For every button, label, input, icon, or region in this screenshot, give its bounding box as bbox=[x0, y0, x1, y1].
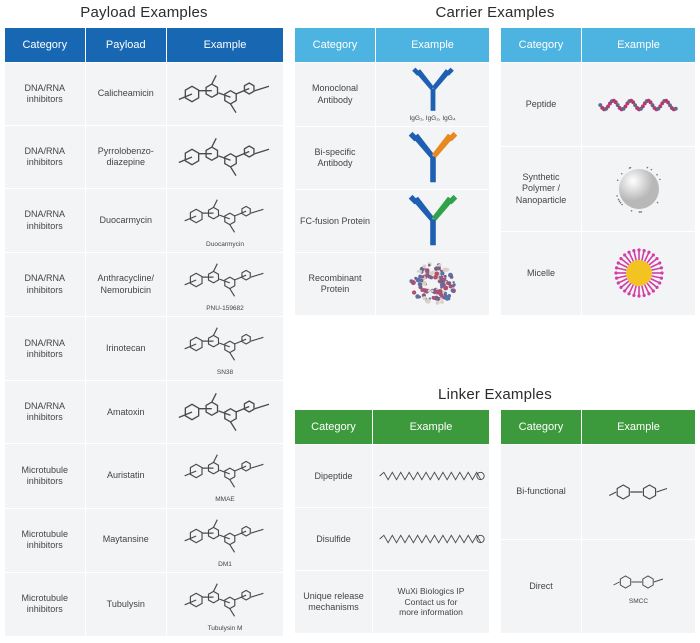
row-category: Recombinant Protein bbox=[295, 253, 375, 315]
table-row: DirectSMCC bbox=[501, 540, 695, 634]
linker-section: Linker Examples Category Example Dipepti… bbox=[294, 386, 696, 634]
payload-category: Microtubule inhibitors bbox=[5, 444, 85, 507]
row-category: Peptide bbox=[501, 63, 581, 146]
row-category: Bi-functional bbox=[501, 445, 581, 539]
table-row: DNA/RNA inhibitorsIrinotecanSN38 bbox=[5, 317, 283, 380]
row-example: IgG₁, IgG₂, IgG₄ bbox=[376, 63, 489, 126]
carrier-r-header-category: Category bbox=[501, 28, 581, 62]
row-example bbox=[373, 445, 489, 507]
carrier-r-header-example: Example bbox=[582, 28, 695, 62]
linker-title: Linker Examples bbox=[294, 386, 696, 403]
payload-category: DNA/RNA inhibitors bbox=[5, 253, 85, 316]
row-example bbox=[373, 508, 489, 570]
row-example bbox=[376, 253, 489, 315]
linker-l-header-example: Example bbox=[373, 410, 489, 444]
row-example bbox=[582, 63, 695, 146]
table-row: DNA/RNA inhibitorsAnthracycline/ Nemorub… bbox=[5, 253, 283, 316]
row-category: Monoclonal Antibody bbox=[295, 63, 375, 126]
row-category: Disulfide bbox=[295, 508, 372, 570]
table-row: DNA/RNA inhibitorsPyrrolobenzo-diazepine bbox=[5, 126, 283, 188]
table-row: Dipeptide bbox=[295, 445, 489, 507]
payload-name: Irinotecan bbox=[86, 317, 166, 380]
payload-name: Calicheamicin bbox=[86, 63, 166, 125]
payload-category: DNA/RNA inhibitors bbox=[5, 189, 85, 252]
payload-table: Category Payload Example DNA/RNA inhibit… bbox=[4, 27, 284, 637]
payload-name: Pyrrolobenzo-diazepine bbox=[86, 126, 166, 188]
table-row: Monoclonal AntibodyIgG₁, IgG₂, IgG₄ bbox=[295, 63, 489, 126]
row-example bbox=[376, 127, 489, 189]
linker-l-header-category: Category bbox=[295, 410, 372, 444]
payload-category: Microtubule inhibitors bbox=[5, 573, 85, 636]
payload-example: Tubulysin M bbox=[167, 573, 283, 636]
payload-header-payload: Payload bbox=[86, 28, 166, 62]
table-row: DNA/RNA inhibitorsDuocarmycinDuocarmycin bbox=[5, 189, 283, 252]
row-category: Bi-specific Antibody bbox=[295, 127, 375, 189]
payload-section: Payload Examples Category Payload Exampl… bbox=[4, 4, 284, 637]
table-row: Micelle bbox=[501, 232, 695, 315]
row-example bbox=[582, 232, 695, 315]
row-category: Direct bbox=[501, 540, 581, 634]
payload-example bbox=[167, 381, 283, 443]
payload-name: Tubulysin bbox=[86, 573, 166, 636]
table-row: Microtubule inhibitorsMaytansineDM1 bbox=[5, 509, 283, 572]
table-row: FC-fusion Protein bbox=[295, 190, 489, 252]
row-example: SMCC bbox=[582, 540, 695, 634]
table-row: Microtubule inhibitorsTubulysinTubulysin… bbox=[5, 573, 283, 636]
payload-category: DNA/RNA inhibitors bbox=[5, 126, 85, 188]
payload-example bbox=[167, 63, 283, 125]
carrier-section: Carrier Examples Category Example Monocl… bbox=[294, 4, 696, 316]
row-category: Synthetic Polymer / Nanoparticle bbox=[501, 147, 581, 230]
row-category: Dipeptide bbox=[295, 445, 372, 507]
linker-table-right: Category Example Bi-functionalDirectSMCC bbox=[500, 409, 696, 634]
linker-table-left: Category Example DipeptideDisulfideUniqu… bbox=[294, 409, 490, 634]
table-row: Unique release mechanismsWuXi Biologics … bbox=[295, 571, 489, 633]
row-example: WuXi Biologics IP Contact us for more in… bbox=[373, 571, 489, 633]
payload-example: MMAE bbox=[167, 444, 283, 507]
payload-title: Payload Examples bbox=[4, 4, 284, 21]
carrier-table-left: Category Example Monoclonal AntibodyIgG₁… bbox=[294, 27, 490, 316]
table-row: DNA/RNA inhibitorsAmatoxin bbox=[5, 381, 283, 443]
table-row: Peptide bbox=[501, 63, 695, 146]
row-category: FC-fusion Protein bbox=[295, 190, 375, 252]
table-row: Disulfide bbox=[295, 508, 489, 570]
row-example bbox=[582, 147, 695, 230]
linker-r-header-example: Example bbox=[582, 410, 695, 444]
payload-category: DNA/RNA inhibitors bbox=[5, 63, 85, 125]
table-row: Synthetic Polymer / Nanoparticle bbox=[501, 147, 695, 230]
row-category: Micelle bbox=[501, 232, 581, 315]
table-row: DNA/RNA inhibitorsCalicheamicin bbox=[5, 63, 283, 125]
table-row: Recombinant Protein bbox=[295, 253, 489, 315]
payload-name: Maytansine bbox=[86, 509, 166, 572]
linker-r-header-category: Category bbox=[501, 410, 581, 444]
row-example bbox=[376, 190, 489, 252]
payload-example bbox=[167, 126, 283, 188]
payload-name: Anthracycline/ Nemorubicin bbox=[86, 253, 166, 316]
payload-example: DM1 bbox=[167, 509, 283, 572]
table-row: Bi-specific Antibody bbox=[295, 127, 489, 189]
payload-header-category: Category bbox=[5, 28, 85, 62]
payload-category: DNA/RNA inhibitors bbox=[5, 317, 85, 380]
table-row: Microtubule inhibitorsAuristatinMMAE bbox=[5, 444, 283, 507]
table-row: Bi-functional bbox=[501, 445, 695, 539]
carrier-table-right: Category Example PeptideSynthetic Polyme… bbox=[500, 27, 696, 316]
carrier-title: Carrier Examples bbox=[294, 4, 696, 21]
payload-example: PNU-159682 bbox=[167, 253, 283, 316]
payload-name: Auristatin bbox=[86, 444, 166, 507]
payload-name: Amatoxin bbox=[86, 381, 166, 443]
carrier-l-header-category: Category bbox=[295, 28, 375, 62]
payload-example: SN38 bbox=[167, 317, 283, 380]
row-category: Unique release mechanisms bbox=[295, 571, 372, 633]
row-example bbox=[582, 445, 695, 539]
carrier-l-header-example: Example bbox=[376, 28, 489, 62]
payload-name: Duocarmycin bbox=[86, 189, 166, 252]
payload-example: Duocarmycin bbox=[167, 189, 283, 252]
payload-category: Microtubule inhibitors bbox=[5, 509, 85, 572]
payload-header-example: Example bbox=[167, 28, 283, 62]
payload-category: DNA/RNA inhibitors bbox=[5, 381, 85, 443]
